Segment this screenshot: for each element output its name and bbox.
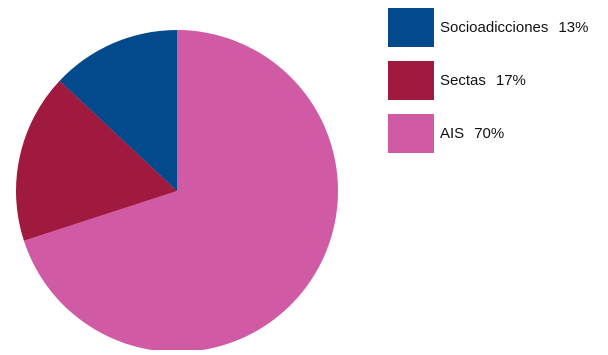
legend: Socioadicciones 13% Sectas 17% AIS 70% [388,8,588,167]
legend-item-ais: AIS 70% [388,114,588,153]
legend-swatch [388,8,434,47]
legend-category: Sectas [440,72,486,89]
legend-percent: 13% [558,19,588,36]
legend-percent: 70% [474,125,504,142]
legend-category: AIS [440,125,464,142]
legend-item-socioadicciones: Socioadicciones 13% [388,8,588,47]
legend-swatch [388,114,434,153]
legend-label: Sectas 17% [440,72,526,89]
legend-swatch [388,61,434,100]
legend-category: Socioadicciones [440,19,548,36]
legend-label: Socioadicciones 13% [440,19,588,36]
legend-percent: 17% [496,72,526,89]
legend-item-sectas: Sectas 17% [388,61,588,100]
legend-label: AIS 70% [440,125,504,142]
